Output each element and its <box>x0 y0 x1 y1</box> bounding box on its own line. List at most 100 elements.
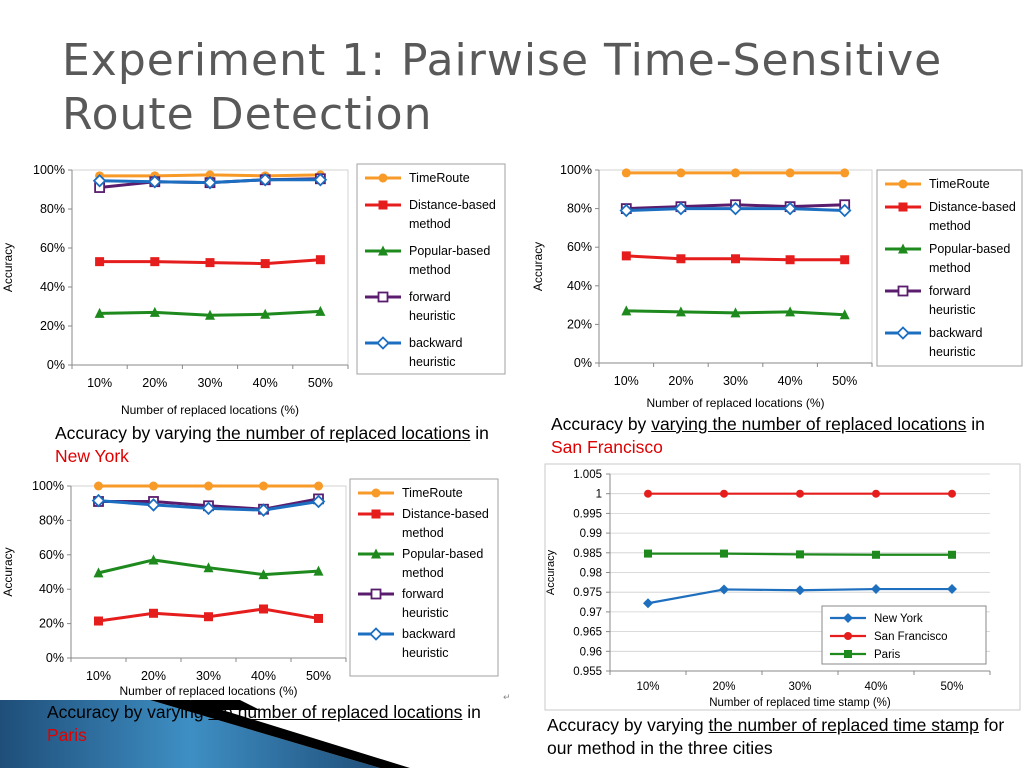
x-tick-label: 50% <box>832 374 857 388</box>
data-point <box>643 598 653 609</box>
data-point <box>728 201 743 216</box>
y-tick-label: 40% <box>39 582 64 596</box>
data-point <box>376 336 390 350</box>
legend-item: New York <box>830 613 923 625</box>
data-point <box>785 306 796 317</box>
legend-item: backward heuristic <box>358 627 456 660</box>
y-tick-label: 80% <box>40 202 65 216</box>
data-point <box>674 201 688 216</box>
data-point <box>313 172 328 187</box>
caption-mid: in <box>470 423 489 443</box>
data-point <box>796 550 804 559</box>
data-point <box>256 503 271 517</box>
x-tick-label: 40% <box>253 376 278 390</box>
data-point <box>258 172 272 187</box>
y-tick-label: 100% <box>560 163 592 177</box>
caption-prefix: Accuracy by varying <box>47 702 209 722</box>
y-tick-label: 60% <box>567 240 592 254</box>
legend-label: method <box>402 566 444 580</box>
x-tick-label: 30% <box>788 681 811 693</box>
x-tick-label: 20% <box>668 374 693 388</box>
data-point <box>204 612 213 622</box>
series-distance-based-method <box>621 251 850 265</box>
x-tick-label: 50% <box>306 669 331 683</box>
legend-item: Distance-based method <box>358 507 489 540</box>
data-point <box>315 255 325 265</box>
data-point <box>644 549 652 558</box>
data-point <box>837 203 852 218</box>
caption-city: New York <box>55 446 129 466</box>
data-point <box>313 565 324 576</box>
data-point <box>785 255 795 265</box>
series-san-francisco <box>644 489 956 498</box>
series-backward-heuristic <box>619 201 852 218</box>
legend-label: TimeRoute <box>409 171 470 185</box>
legend-label: TimeRoute <box>402 486 463 500</box>
legend-item: Popular-based method <box>885 242 1010 275</box>
paragraph-mark-icon: ↵ <box>503 693 511 703</box>
x-tick-label: 40% <box>251 669 276 683</box>
legend-label: method <box>409 263 451 277</box>
y-tick-label: 0% <box>47 358 65 372</box>
data-point <box>369 627 383 641</box>
data-point <box>148 174 162 189</box>
legend-item: forward heuristic <box>365 290 456 323</box>
y-axis-label: Accuracy <box>1 547 15 596</box>
series-timeroute <box>94 481 323 491</box>
data-point <box>675 306 686 317</box>
data-point <box>378 173 388 183</box>
y-tick-label: 60% <box>39 548 64 562</box>
legend-item: Popular-based method <box>365 244 490 277</box>
data-point <box>149 306 160 317</box>
x-tick-label: 10% <box>636 681 659 693</box>
y-axis-label: Accuracy <box>1 243 15 292</box>
data-point <box>871 584 881 595</box>
y-tick-label: 0.985 <box>573 548 602 560</box>
legend-label: San Francisco <box>874 631 948 643</box>
x-tick-label: 40% <box>778 374 803 388</box>
data-point <box>898 202 908 212</box>
series-distance-based-method <box>94 604 323 626</box>
data-point <box>719 584 729 595</box>
data-point <box>314 481 323 491</box>
data-point <box>95 257 105 267</box>
legend-label: method <box>929 219 971 233</box>
series-backward-heuristic <box>91 493 326 517</box>
y-tick-label: 0.975 <box>573 587 602 599</box>
data-point <box>731 254 740 264</box>
caption-city: Paris <box>47 725 87 745</box>
legend-item: Distance-based method <box>885 200 1016 233</box>
data-point <box>315 305 326 316</box>
y-tick-label: 0% <box>574 356 592 370</box>
legend-item: forward heuristic <box>358 587 449 620</box>
data-point <box>898 179 908 189</box>
data-point <box>619 203 634 218</box>
data-point <box>371 509 381 519</box>
data-point <box>94 481 103 491</box>
y-tick-label: 0.965 <box>573 627 602 639</box>
caption-city: San Francisco <box>551 437 663 457</box>
data-point <box>785 168 795 178</box>
caption-underlined: the number of replaced locations <box>208 702 463 722</box>
data-point <box>720 549 728 558</box>
data-point <box>311 494 326 509</box>
data-point <box>378 200 388 210</box>
legend-label: Popular-based <box>929 242 1010 256</box>
legend-label: heuristic <box>929 303 976 317</box>
y-tick-label: 0% <box>46 651 64 665</box>
data-point <box>205 258 215 268</box>
data-point <box>947 584 957 595</box>
data-point <box>839 309 850 320</box>
x-tick-label: 20% <box>142 376 167 390</box>
y-axis-label: Accuracy <box>545 549 557 595</box>
data-point <box>260 259 270 269</box>
data-point <box>148 554 159 565</box>
y-tick-label: 20% <box>567 317 592 331</box>
data-point <box>844 632 852 640</box>
x-tick-label: 50% <box>308 376 333 390</box>
data-point <box>872 550 880 559</box>
legend-label: backward <box>402 627 456 641</box>
y-tick-label: 100% <box>32 479 64 493</box>
caption-new-york: Accuracy by varying the number of replac… <box>55 422 505 468</box>
series-popular-based-method <box>93 554 324 580</box>
